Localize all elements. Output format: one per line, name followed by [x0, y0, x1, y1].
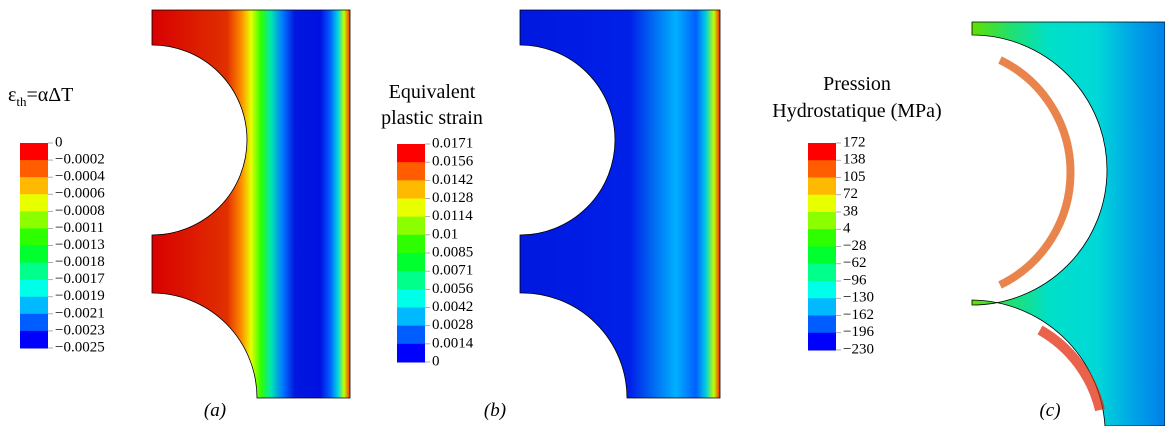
legend-label: 0.0142	[432, 172, 473, 188]
legend-label: 0.0085	[432, 244, 473, 260]
legend-label: 0.0056	[432, 281, 474, 297]
legend-swatch	[808, 281, 836, 299]
legend-swatch	[808, 332, 836, 351]
legend-label: −230	[843, 341, 874, 357]
legend-label: −196	[843, 324, 874, 340]
legend-label: −162	[843, 307, 874, 323]
legend-swatch	[20, 194, 48, 212]
legend-label: −62	[843, 255, 866, 271]
legend-swatch	[20, 313, 48, 332]
legend-label: 0	[55, 134, 63, 150]
legend-swatch	[397, 198, 425, 218]
legend-label: 38	[843, 203, 858, 219]
legend-label: −0.0013	[55, 237, 105, 253]
legend-swatch	[20, 279, 48, 298]
legend-swatch	[397, 144, 425, 163]
legend-swatch	[20, 330, 48, 349]
legend-swatch	[397, 325, 425, 345]
plate-c	[971, 21, 1165, 426]
legend-label: −0.0023	[55, 322, 105, 338]
caption: (c)	[1039, 400, 1060, 421]
legend-label: −0.0011	[55, 220, 104, 236]
legend-label: 172	[843, 134, 866, 150]
legend-label: 0.0071	[432, 263, 473, 279]
legend-swatch	[397, 271, 425, 290]
legend-swatch	[20, 296, 48, 315]
legend-label: 4	[843, 221, 851, 237]
legend-label: 0.0156	[432, 154, 474, 170]
legend-swatch	[397, 307, 425, 327]
legend-swatch	[397, 180, 425, 199]
legend-swatch	[397, 343, 425, 363]
legend-label: 138	[843, 152, 866, 168]
legend-label: 0	[432, 353, 440, 369]
legend-label: −0.0017	[55, 271, 105, 287]
legend-label: 105	[843, 169, 866, 185]
legend-swatch	[397, 234, 425, 254]
legend-label: −0.0021	[55, 305, 105, 321]
legend-swatch	[397, 162, 425, 181]
caption: (a)	[204, 400, 226, 421]
legend-label: −0.0019	[55, 288, 105, 304]
legend-label: 0.0128	[432, 190, 473, 206]
legend-label: −0.0025	[55, 339, 105, 355]
legend-swatch	[397, 216, 425, 236]
legend-swatch	[20, 262, 48, 281]
legend-label: −0.0004	[55, 169, 105, 185]
legend-swatch	[808, 177, 836, 196]
legend-swatch	[808, 143, 836, 161]
legend-label: −0.0018	[55, 254, 105, 270]
legend-title: Pression	[823, 73, 891, 95]
legend-swatch	[808, 229, 836, 247]
legend-swatch	[808, 263, 836, 282]
legend-title: εth=αΔT	[8, 84, 73, 109]
legend-swatch	[808, 160, 836, 178]
legend-label: 0.0114	[432, 208, 473, 224]
legend-title: plastic strain	[381, 107, 483, 129]
legend-label: −130	[843, 290, 874, 306]
legend-label: −0.0006	[55, 186, 105, 202]
legend-label: 0.0171	[432, 135, 473, 151]
legend-label: −0.0008	[55, 203, 105, 219]
legend-label: −28	[843, 238, 866, 254]
legend-title: Equivalent	[389, 81, 476, 103]
legend-label: 0.0028	[432, 317, 473, 333]
legend-swatch	[808, 246, 836, 265]
legend-swatch	[397, 289, 425, 308]
plate-b	[519, 9, 721, 399]
legend-title: Hydrostatique (MPa)	[772, 100, 941, 122]
legend-swatch	[20, 211, 48, 229]
legend-swatch	[20, 143, 48, 161]
legend-swatch	[808, 212, 836, 230]
legend-label: 0.01	[432, 226, 458, 242]
legend-swatch	[20, 160, 48, 178]
legend-label: 0.0042	[432, 299, 473, 315]
legend-swatch	[20, 228, 48, 246]
legend-label: 72	[843, 186, 858, 202]
legend-swatch	[20, 245, 48, 264]
legend-label: 0.0014	[432, 335, 474, 351]
legend-swatch	[808, 298, 836, 316]
legend-swatch	[397, 253, 425, 272]
caption: (b)	[484, 400, 506, 421]
legend-label: −96	[843, 272, 867, 288]
plate-a	[151, 9, 351, 399]
legend-swatch	[808, 194, 836, 213]
legend-swatch	[20, 177, 48, 195]
legend-label: −0.0002	[55, 152, 105, 168]
legend-swatch	[808, 315, 836, 334]
